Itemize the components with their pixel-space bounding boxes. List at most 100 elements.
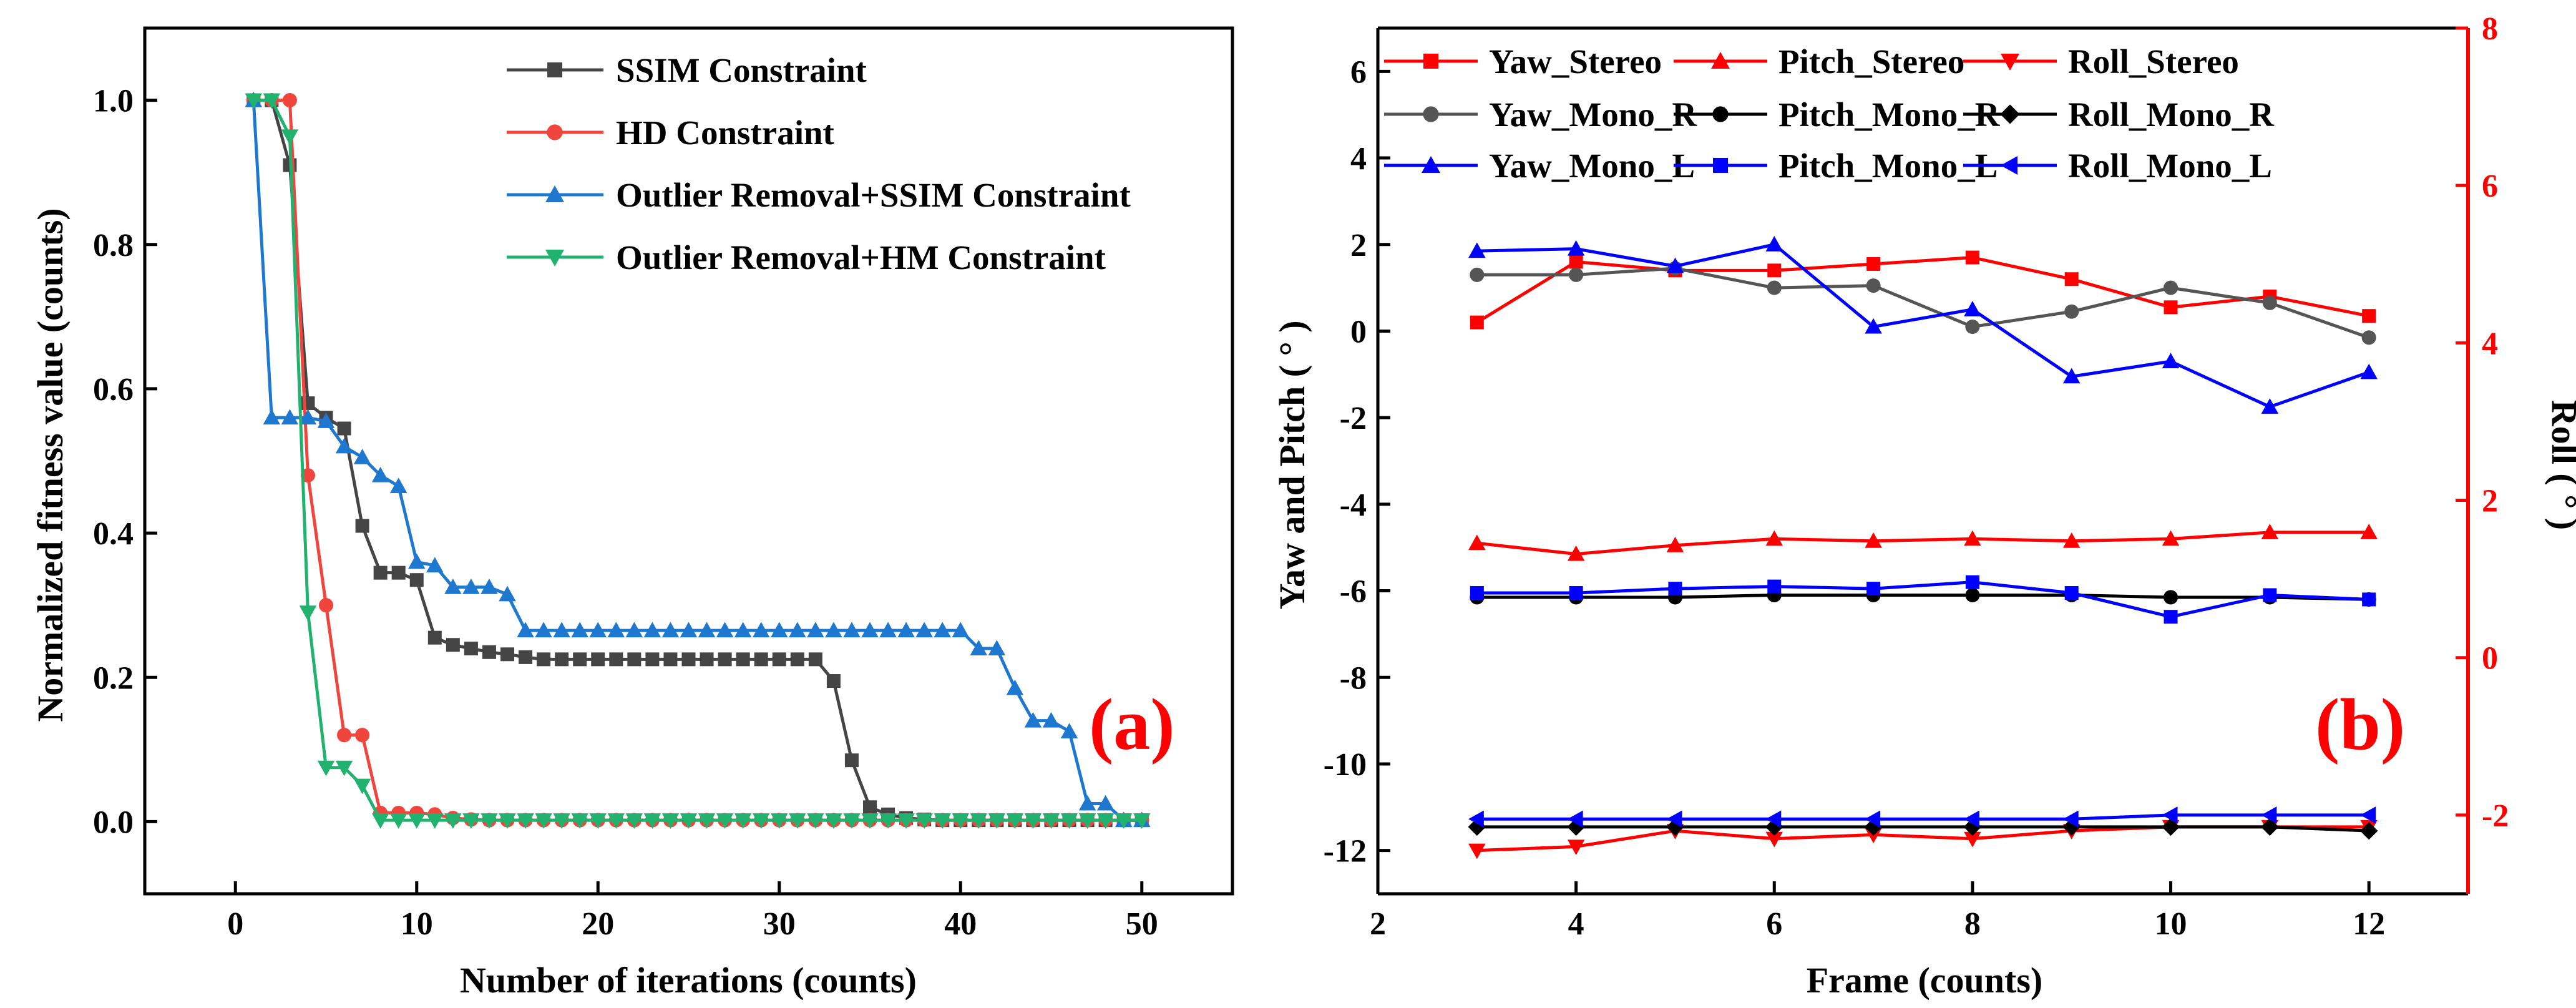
data-point xyxy=(553,622,570,638)
data-point xyxy=(1096,795,1115,811)
legend-entry: HD Constraint xyxy=(507,114,835,152)
data-point xyxy=(1060,813,1078,829)
data-point xyxy=(934,813,951,829)
legend-marker xyxy=(1423,106,1439,122)
data-point xyxy=(355,519,369,533)
data-point xyxy=(553,813,570,829)
y-tick-label: 0.4 xyxy=(93,516,134,552)
legend-entry: Pitch_Stereo xyxy=(1674,42,1964,81)
data-point xyxy=(446,638,460,652)
data-point xyxy=(879,622,897,638)
data-point xyxy=(772,652,786,667)
data-point xyxy=(517,622,534,638)
data-point xyxy=(2361,330,2376,345)
panel-b-xlabel: Frame (counts) xyxy=(1807,960,2043,1001)
data-point xyxy=(1865,532,1882,548)
data-point xyxy=(736,652,750,667)
data-point xyxy=(318,598,334,613)
panel-b-label: (b) xyxy=(2315,683,2405,765)
data-point xyxy=(1042,813,1060,829)
data-point xyxy=(263,409,281,425)
data-point xyxy=(391,565,406,580)
data-point xyxy=(607,813,625,829)
data-point xyxy=(281,129,299,145)
data-point xyxy=(698,622,716,638)
data-point xyxy=(589,622,607,638)
data-point xyxy=(2062,818,2081,836)
x-tick-label: 4 xyxy=(1568,906,1584,942)
data-point xyxy=(2261,806,2277,824)
data-point xyxy=(1567,545,1585,561)
data-point xyxy=(2263,588,2277,602)
data-point xyxy=(444,579,462,594)
data-point xyxy=(1767,263,1782,278)
data-point xyxy=(734,622,752,638)
data-point xyxy=(970,813,988,829)
data-point xyxy=(1078,813,1096,829)
data-point xyxy=(2362,309,2376,323)
y2-tick-label: 8 xyxy=(2482,11,2498,47)
x-tick-label: 2 xyxy=(1370,906,1386,942)
data-point xyxy=(1765,818,1783,836)
data-point xyxy=(752,622,770,638)
series-line xyxy=(1476,256,2369,324)
data-point xyxy=(1024,712,1042,728)
data-point xyxy=(2164,300,2178,315)
data-point xyxy=(353,778,371,795)
data-point xyxy=(299,605,317,621)
legend-entry: Yaw_Mono_L xyxy=(1384,147,1695,185)
data-point xyxy=(2261,398,2279,414)
data-point xyxy=(897,813,915,829)
data-point xyxy=(661,813,680,829)
data-point xyxy=(1569,586,1583,600)
data-point xyxy=(1765,831,1783,848)
data-point xyxy=(337,421,351,436)
data-point xyxy=(1964,530,1981,546)
data-point xyxy=(571,813,588,829)
y-tick-label: -6 xyxy=(1340,574,1367,610)
data-point xyxy=(808,652,822,667)
legend-entry: Outlier Removal+SSIM Constraint xyxy=(507,176,1131,214)
legend-marker xyxy=(1422,156,1440,173)
data-point xyxy=(680,622,698,638)
y-tick-label: 4 xyxy=(1350,141,1367,177)
x-tick-label: 40 xyxy=(944,906,977,942)
data-point xyxy=(1024,813,1042,829)
x-tick-label: 12 xyxy=(2353,906,2385,942)
data-point xyxy=(2360,524,2378,539)
data-point xyxy=(1468,818,1486,836)
series-outlier-removal-hm-constraint xyxy=(245,93,1151,829)
panel-a-ylabel: Normalized fitness value (counts) xyxy=(30,208,71,722)
series-line xyxy=(1476,593,2369,601)
data-point xyxy=(573,652,587,667)
data-point xyxy=(535,813,552,829)
series-line xyxy=(1476,267,2370,340)
data-point xyxy=(2162,818,2180,836)
data-point xyxy=(591,652,605,667)
data-point xyxy=(353,448,371,464)
data-point xyxy=(807,813,824,829)
data-point xyxy=(1965,250,1979,265)
x-tick-label: 20 xyxy=(582,906,614,942)
y-tick-label: 0.6 xyxy=(93,372,134,408)
data-point xyxy=(1133,813,1151,829)
data-point xyxy=(718,652,732,667)
x-tick-label: 8 xyxy=(1964,906,1981,942)
y-tick-label: 0.0 xyxy=(93,805,134,840)
data-point xyxy=(789,813,806,829)
data-point xyxy=(789,622,806,638)
panel-a: Number of iterations (counts) Normalized… xyxy=(30,26,1234,1001)
data-point xyxy=(1006,679,1024,695)
data-point xyxy=(2062,532,2081,548)
data-point xyxy=(825,813,842,829)
series-outlier-removal-ssim-constraint xyxy=(245,91,1151,828)
data-point xyxy=(444,813,462,829)
data-point xyxy=(643,813,661,829)
legend-marker xyxy=(545,250,564,267)
data-point xyxy=(1666,810,1682,828)
data-point xyxy=(861,813,879,829)
legend-entry: Roll_Mono_L xyxy=(1963,147,2272,185)
data-point xyxy=(389,813,407,829)
data-point xyxy=(771,813,788,829)
data-point xyxy=(663,652,678,667)
